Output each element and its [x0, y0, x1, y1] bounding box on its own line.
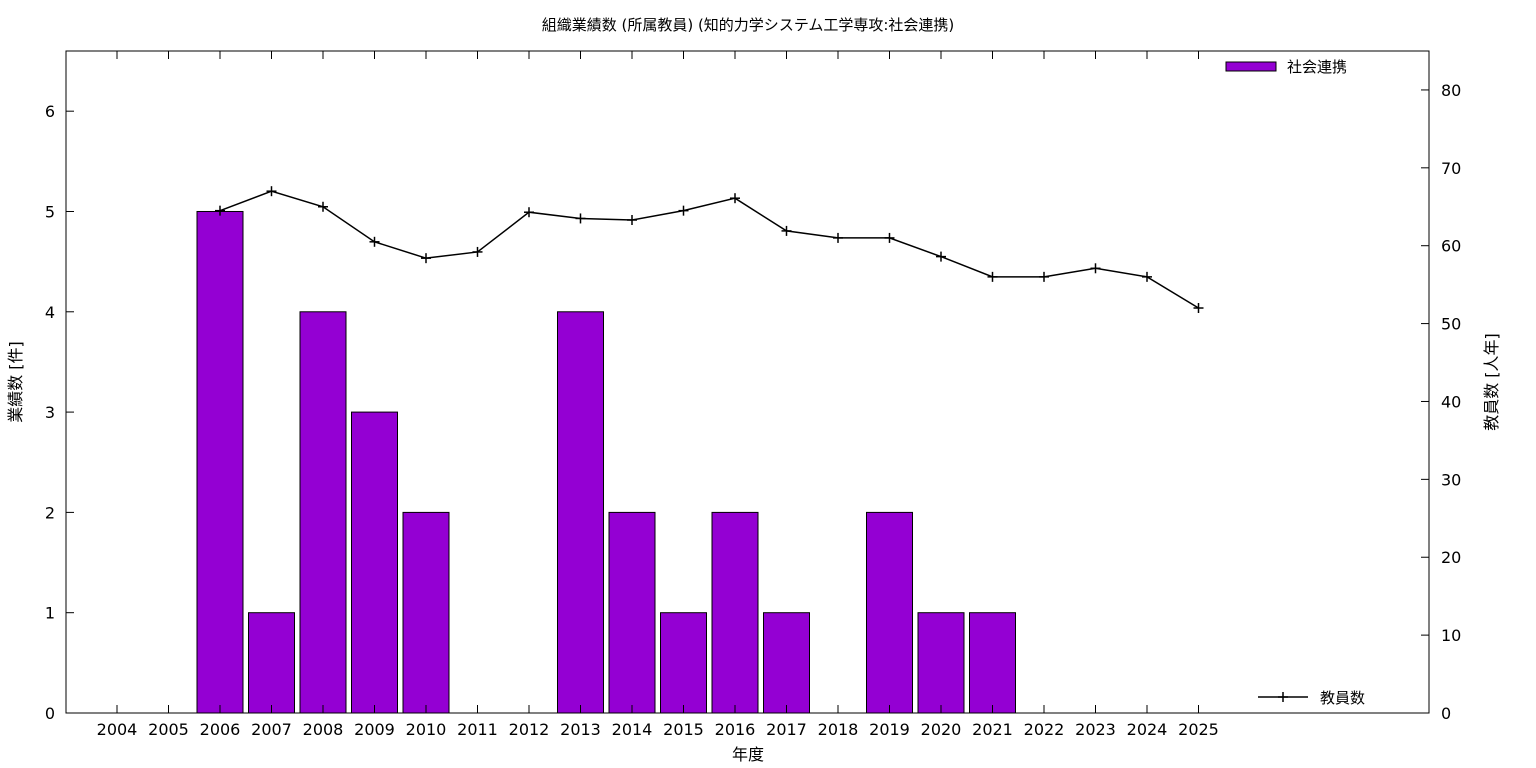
line-layer — [215, 186, 1204, 314]
chart-title: 組織業績数 (所属教員) (知的力学システム工学専攻:社会連携) — [542, 16, 955, 34]
x-tick-label: 2021 — [972, 720, 1013, 739]
x-tick-label: 2014 — [612, 720, 653, 739]
legend-bar: 社会連携 — [1225, 58, 1347, 76]
legend-line-label: 教員数 — [1320, 689, 1365, 707]
y-tick-label: 3 — [45, 403, 55, 422]
bar — [196, 210, 244, 714]
x-tick-label: 2008 — [303, 720, 344, 739]
x-tick-label: 2022 — [1024, 720, 1065, 739]
x-tick-label: 2004 — [97, 720, 138, 739]
y2-tick-label: 60 — [1441, 237, 1461, 256]
bar — [299, 311, 347, 714]
x-tick-label: 2007 — [251, 720, 292, 739]
axes-group: 2004 2005 2006 2007 2008 2009 2010 2011 2012 2013… — [45, 51, 1461, 739]
y2-tick-label: 40 — [1441, 392, 1461, 411]
y2-tick-label: 50 — [1441, 315, 1461, 334]
y-tick-label: 5 — [45, 202, 55, 221]
y-tick-label: 1 — [45, 604, 55, 623]
y2-tick-label: 30 — [1441, 470, 1461, 489]
y-tick-label: 2 — [45, 503, 55, 522]
y2-axis-label: 教員数 [人年] — [1482, 333, 1501, 431]
y2-tick-label: 0 — [1441, 704, 1451, 723]
x-tick-label: 2005 — [148, 720, 189, 739]
bar — [660, 612, 707, 714]
bar — [608, 511, 656, 714]
legend-line: 教員数 — [1258, 689, 1365, 707]
bars-group — [196, 210, 1016, 714]
x-tick-label: 2017 — [766, 720, 807, 739]
y-tick-label: 6 — [45, 102, 55, 121]
x-tick-label: 2012 — [509, 720, 550, 739]
bar — [402, 511, 450, 714]
x-tick-label: 2006 — [200, 720, 241, 739]
x-tick-label: 2013 — [560, 720, 601, 739]
bar — [711, 511, 759, 714]
y-tick-label: 4 — [45, 303, 55, 322]
x-tick-label: 2019 — [869, 720, 910, 739]
y2-tick-label: 20 — [1441, 548, 1461, 567]
x-tick-label: 2025 — [1178, 720, 1219, 739]
bar — [917, 612, 965, 714]
y2-tick-label: 10 — [1441, 626, 1461, 645]
x-tick-label: 2024 — [1127, 720, 1168, 739]
legend-bar-label: 社会連携 — [1287, 58, 1347, 76]
y2-tick-label: 80 — [1441, 81, 1461, 100]
line-series — [219, 190, 1199, 309]
x-tick-label: 2016 — [715, 720, 756, 739]
y2-tick-label: 70 — [1441, 159, 1461, 178]
x-tick-label: 2011 — [457, 720, 498, 739]
x-tick-label: 2015 — [663, 720, 704, 739]
bar — [969, 612, 1016, 714]
bar — [248, 612, 295, 714]
x-tick-label: 2010 — [406, 720, 447, 739]
x-axis-label: 年度 — [732, 745, 764, 764]
x-tick-label: 2023 — [1075, 720, 1116, 739]
bar — [866, 511, 913, 714]
legend-bar-swatch — [1225, 61, 1277, 72]
x-tick-label: 2018 — [818, 720, 859, 739]
y-tick-label: 0 — [45, 704, 55, 723]
bar — [557, 311, 604, 714]
bar — [763, 612, 810, 714]
bar — [351, 411, 398, 714]
x-tick-label: 2009 — [354, 720, 395, 739]
y-axis-label: 業績数 [件] — [6, 341, 25, 423]
x-tick-label: 2020 — [921, 720, 962, 739]
